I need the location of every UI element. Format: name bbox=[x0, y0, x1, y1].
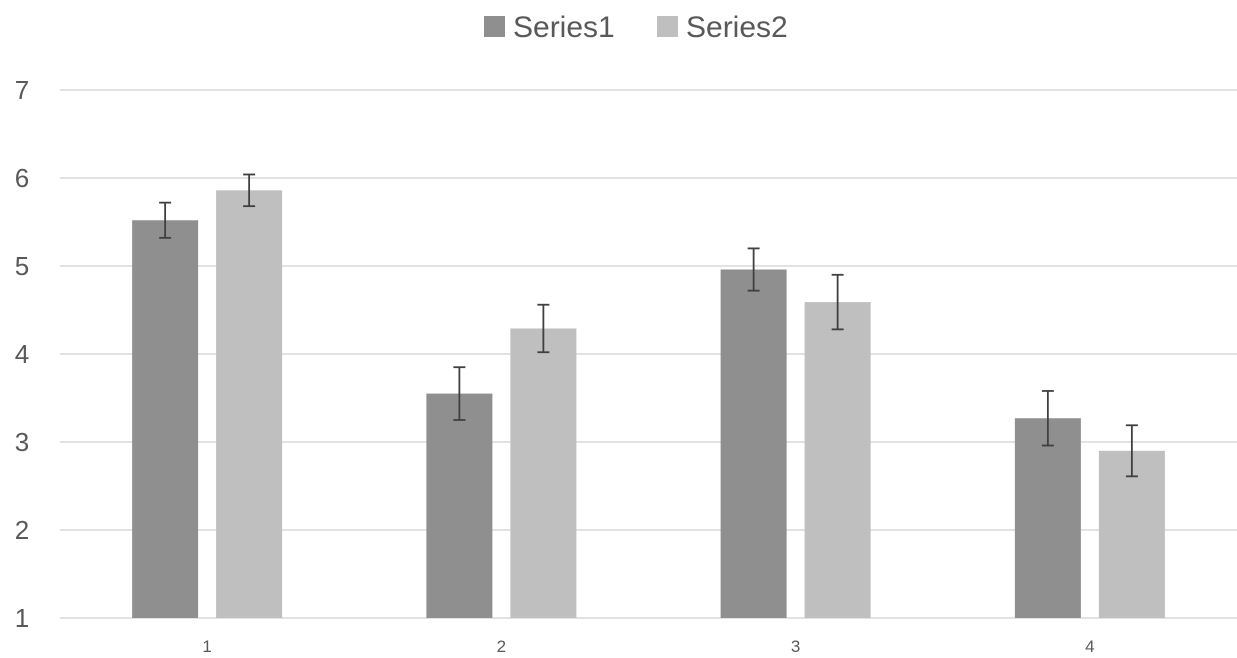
y-tick-label: 2 bbox=[15, 515, 29, 545]
y-tick-label: 4 bbox=[15, 339, 29, 369]
bars bbox=[132, 190, 1165, 619]
x-tick-label: 1 bbox=[202, 637, 211, 656]
y-axis-ticks: 1 2 3 4 5 6 7 bbox=[15, 75, 29, 633]
error-bars bbox=[159, 173, 1138, 478]
y-tick-label: 1 bbox=[15, 603, 29, 633]
legend-swatch-series1 bbox=[484, 16, 505, 37]
y-tick-label: 6 bbox=[15, 163, 29, 193]
bar-series1-1 bbox=[132, 220, 199, 619]
legend-swatch-series2 bbox=[657, 16, 678, 37]
legend-label-series1: Series1 bbox=[513, 11, 615, 44]
x-axis-ticks: 1 2 3 4 bbox=[202, 637, 1094, 656]
bar-series1-4 bbox=[1014, 418, 1081, 618]
bar-series2-4 bbox=[1098, 450, 1165, 618]
x-tick-label: 4 bbox=[1085, 637, 1094, 656]
bar-series1-3 bbox=[720, 269, 787, 618]
bar-series2-1 bbox=[216, 190, 283, 618]
x-tick-label: 2 bbox=[497, 637, 506, 656]
y-tick-label: 5 bbox=[15, 251, 29, 281]
bar-series1-2 bbox=[426, 393, 493, 618]
bar-series2-3 bbox=[804, 302, 871, 618]
y-tick-label: 3 bbox=[15, 427, 29, 457]
legend-label-series2: Series2 bbox=[686, 11, 788, 44]
y-tick-label: 7 bbox=[15, 75, 29, 105]
legend: Series1 Series2 bbox=[484, 11, 788, 44]
bar-series2-2 bbox=[510, 328, 577, 618]
x-tick-label: 3 bbox=[791, 637, 800, 656]
